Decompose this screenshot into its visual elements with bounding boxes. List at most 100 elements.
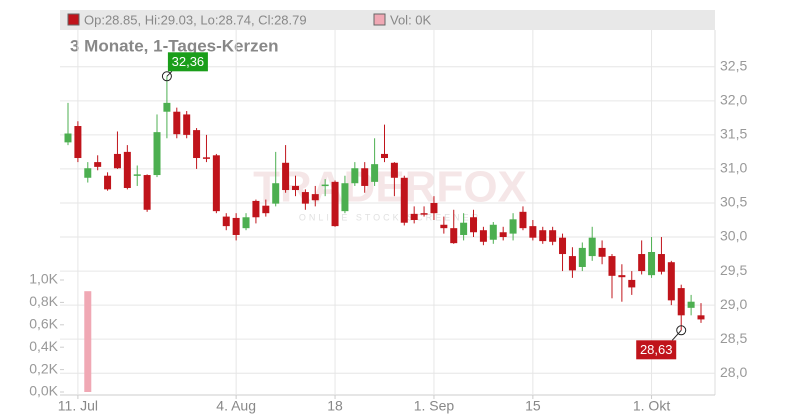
candle-body [193,130,201,159]
candle-body [618,275,626,278]
candle-body [539,230,547,242]
y-tick-label: 30,5 [720,194,747,210]
candle-body [311,194,319,201]
candle-body [202,157,210,159]
ohlc-icon [67,13,80,26]
candle-body [470,217,478,233]
candle-body [163,102,171,112]
candle-body [479,230,487,242]
x-tick-label: 1. Okt [633,398,670,414]
y-tick-label: 29,5 [720,262,747,278]
candle-body [371,164,379,182]
candle-body [133,174,141,176]
ohlc-header: Op:28.85, Hi:29.03, Lo:28.74, Cl:28.79 [84,12,307,27]
candle-body [440,224,448,229]
volume-tick-label: 0,0K [29,383,58,399]
candle-body [301,192,309,204]
candle-body [697,315,705,320]
candle-body [212,155,220,212]
candle-body [232,217,240,235]
watermark-sub: ONLINE STOCK SCREENER [299,212,481,222]
candle-body [123,151,131,188]
y-tick-label: 31,0 [720,160,747,176]
volume-tick-label: 0,6K [29,316,58,332]
candle-body [390,162,398,178]
candle-body [262,205,270,214]
candle-body [331,181,339,227]
candle-body [272,183,280,204]
candle-body [341,183,349,212]
candle-body [450,228,458,244]
header-bar [60,10,715,30]
x-tick-label: 11. Jul [58,398,98,414]
candle-body [113,153,121,169]
y-tick-label: 30,0 [720,228,747,244]
candle-body [291,185,299,191]
x-tick-label: 18 [327,398,343,414]
candle-body [628,279,636,288]
volume-tick-label: 1,0K [29,271,58,287]
candle-body [559,237,567,255]
candle-body [252,200,260,218]
candle-body [509,219,517,234]
candle-body [64,133,72,143]
candle-body [667,262,675,301]
y-tick-label: 32,5 [720,57,747,73]
candle-body [519,211,527,229]
subtitle: 3 Monate, 1-Tages-Kerzen [70,36,278,55]
annotation-marker [161,71,172,82]
candle-body [104,175,112,190]
grid-layer [60,30,715,395]
annotation-leader [166,70,173,77]
candle-body [321,184,329,187]
candle-body [143,175,151,210]
candle-body [242,217,250,229]
candle-body [578,247,586,267]
candle-body [282,162,290,191]
candle-body [222,216,230,227]
candle-body [74,126,82,159]
vol-header: Vol: 0K [390,12,432,27]
x-tick-label: 4. Aug [216,398,256,414]
candle-body [94,162,102,167]
candle-body [499,232,507,238]
candle-body [529,226,537,238]
candle-body [183,114,191,135]
candle-body [648,251,656,276]
annotation-label: 32,36 [172,54,205,69]
candle-body [153,132,161,176]
y-tick-label: 28,5 [720,330,747,346]
x-tick-label: 15 [525,398,541,414]
candle-body [687,301,695,308]
candle-body [351,168,359,184]
candle-body [173,111,181,135]
vol-icon [373,13,386,26]
annotation-leader [671,329,682,341]
candle-body [677,288,685,316]
annotation-box [636,340,677,360]
volume-tick-label: 0,4K [29,338,58,354]
volume-bar [84,291,92,392]
candle-body [598,247,606,257]
annotation-box [167,52,208,72]
candle-body [608,256,616,276]
candle-body [361,168,369,186]
candle-body [410,213,418,220]
y-tick-label: 31,5 [720,126,747,142]
candle-body [381,153,388,159]
annotation-marker [676,325,687,336]
y-tick-label: 29,0 [720,296,747,312]
candle-body [588,237,596,257]
candle-body [420,213,428,215]
x-tick-label: 1. Sep [414,398,455,414]
candle-body [489,224,497,240]
y-tick-label: 32,0 [720,92,747,108]
candle-body [84,168,92,178]
candle-body [400,177,408,223]
candle-body [460,222,468,235]
candle-body [568,256,576,271]
volume-tick-label: 0,8K [29,293,58,309]
volume-tick-label: 0,2K [29,360,58,376]
candle-body [657,254,665,272]
